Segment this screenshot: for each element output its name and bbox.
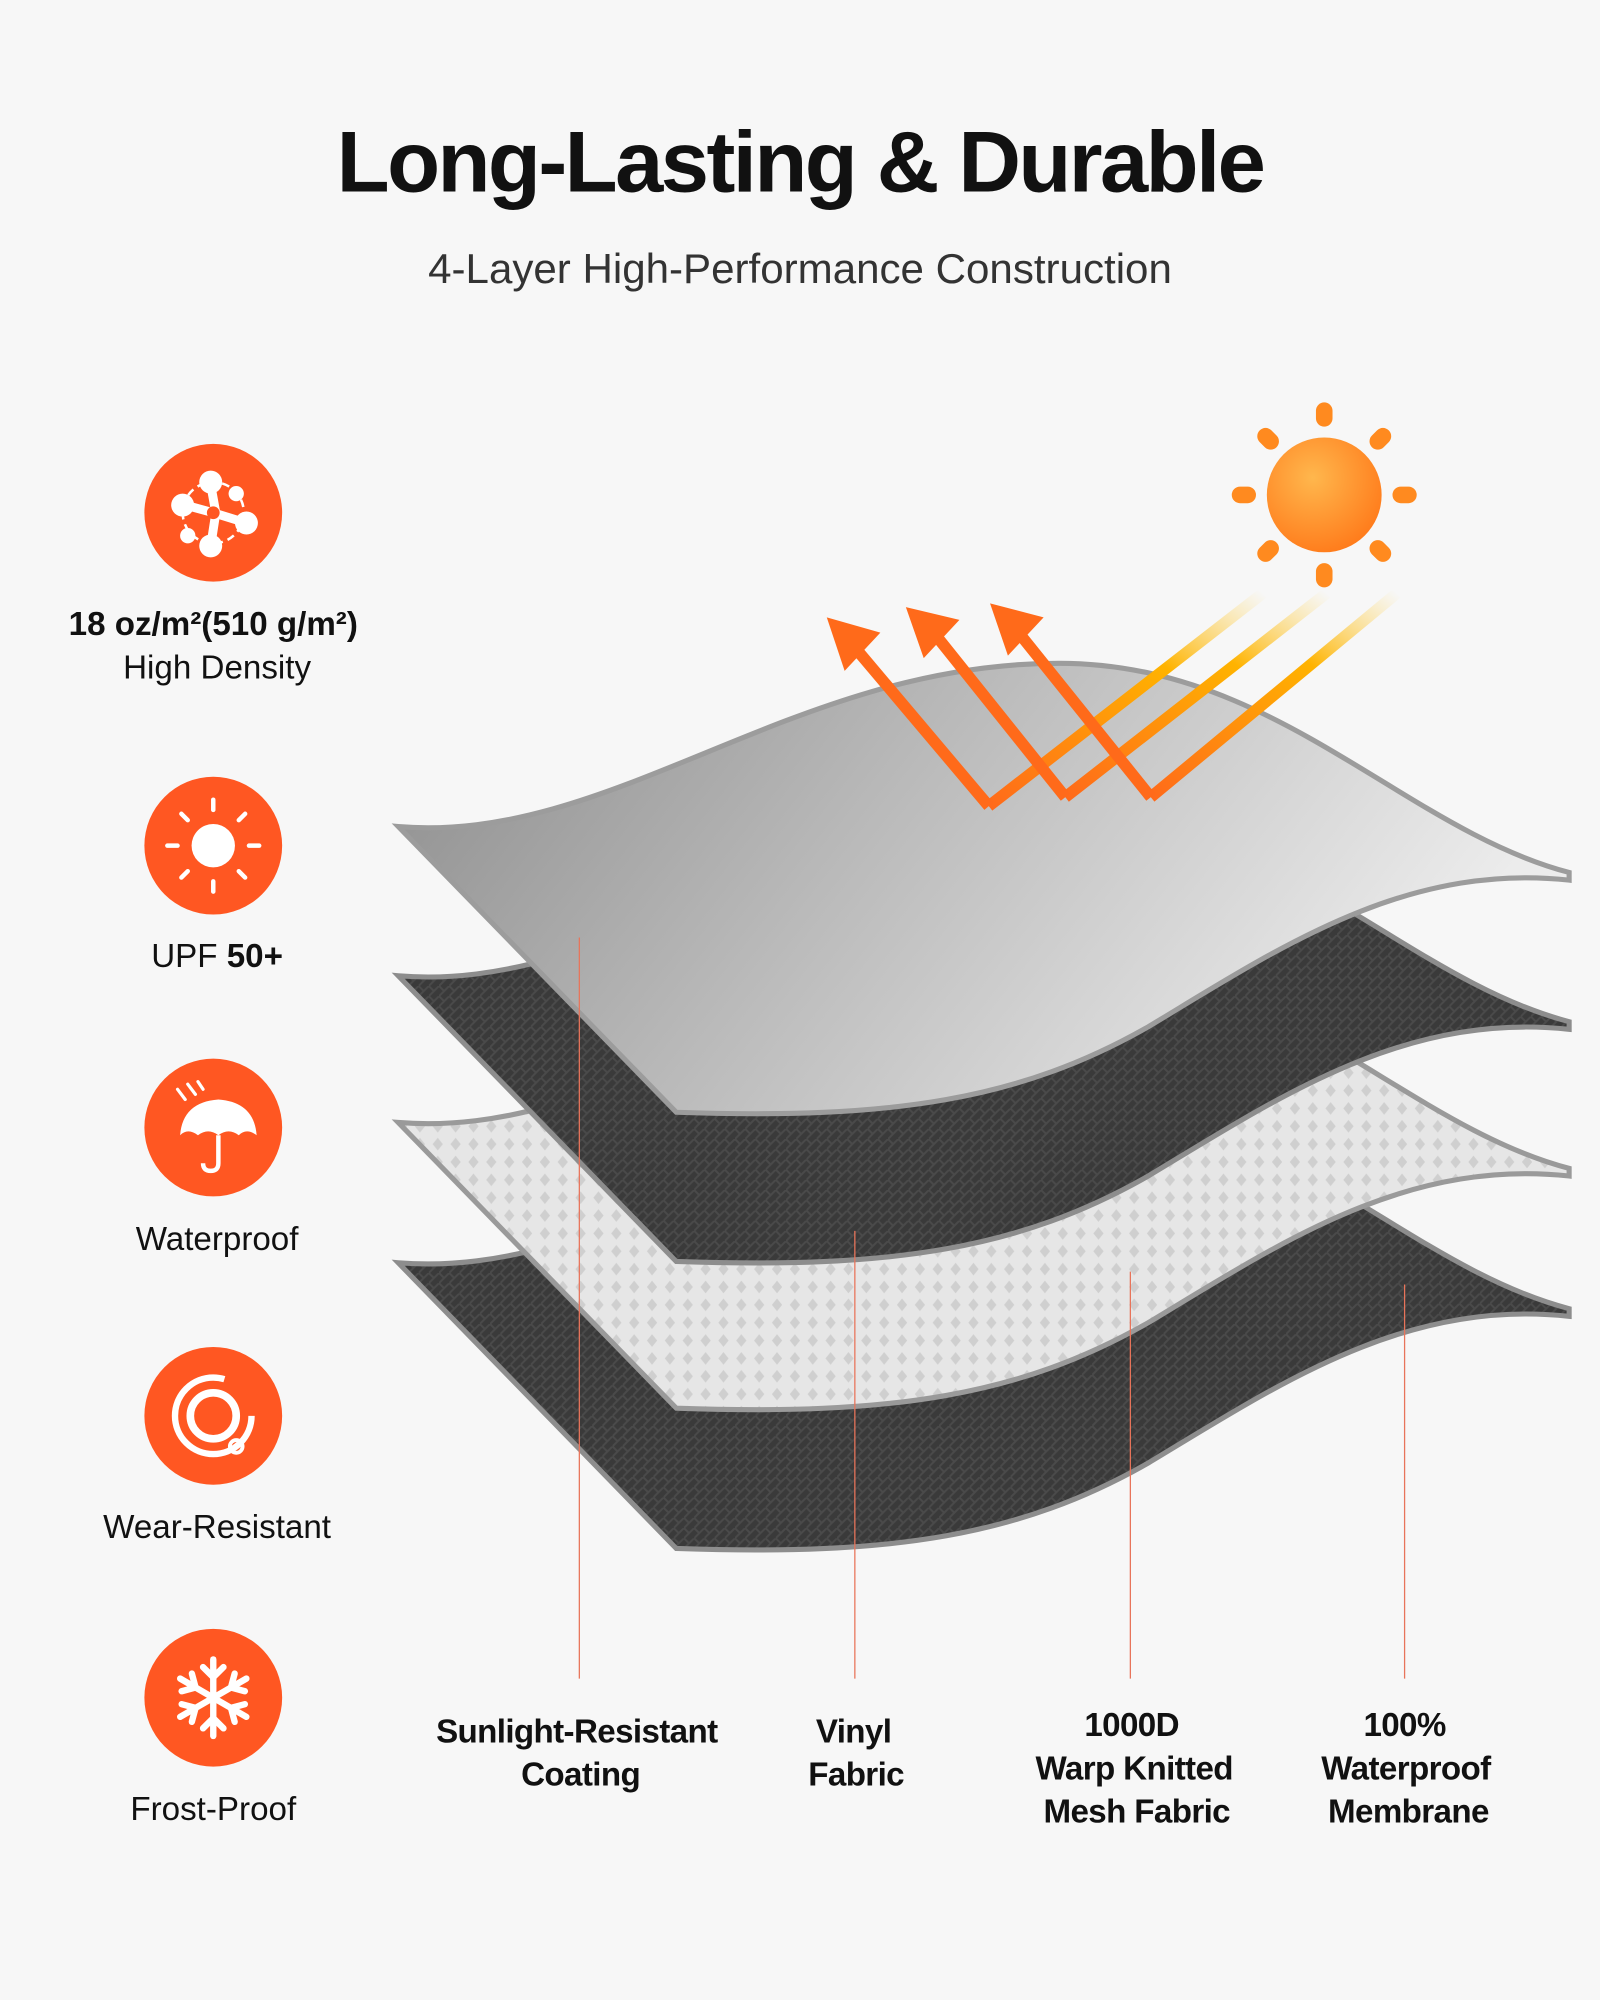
layer-label-coating: Sunlight-Resistant Coating [436, 1713, 718, 1793]
feature-wear-label: Wear-Resistant [103, 1509, 331, 1546]
sun-icon [1231, 402, 1417, 588]
sun-icon [144, 776, 283, 915]
feature-upf-label: UPF 50+ [151, 938, 283, 975]
page-title: Long-Lasting & Durable [337, 113, 1264, 210]
page-subtitle: 4-Layer High-Performance Construction [428, 245, 1172, 292]
feature-density-value: 18 oz/m²(510 g/m²) [69, 606, 358, 643]
feature-frost-label: Frost-Proof [130, 1791, 297, 1828]
feature-waterproof-label: Waterproof [136, 1221, 300, 1258]
wear-ring-icon [144, 1346, 283, 1485]
molecule-icon [144, 443, 283, 582]
leader-lines [578, 937, 1406, 1679]
feature-density-label: High Density [123, 650, 311, 687]
layer-label-mesh: 1000D Warp Knitted Mesh Fabric [1035, 1707, 1232, 1831]
reflection-arrows [826, 588, 1401, 811]
layer-label-membrane: 100% Waterproof Membrane [1321, 1707, 1492, 1831]
snowflake-icon [144, 1628, 283, 1767]
layer-label-vinyl: Vinyl Fabric [808, 1713, 904, 1793]
umbrella-rain-icon [144, 1058, 283, 1197]
